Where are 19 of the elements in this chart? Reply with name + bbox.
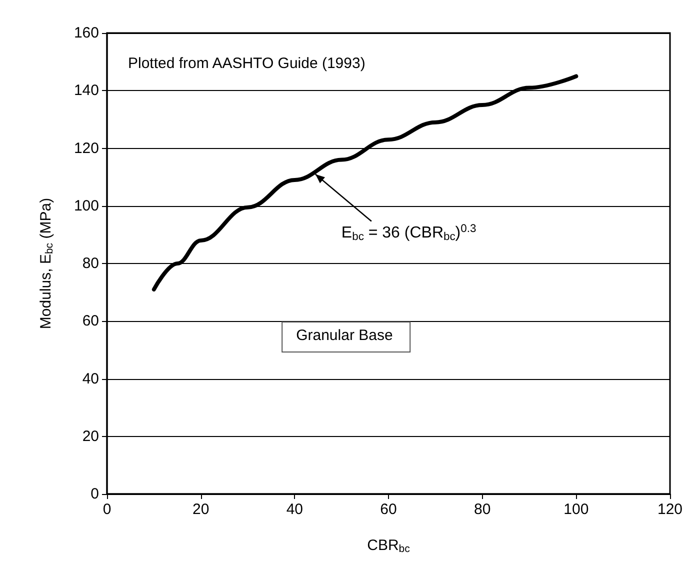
x-tick-label: 120 — [657, 501, 683, 518]
y-tick-label: 0 — [90, 486, 99, 502]
x-tick-label: 40 — [286, 501, 304, 518]
y-tick-label: 40 — [82, 370, 99, 388]
y-tick-label: 160 — [74, 24, 99, 42]
x-tick-label: 80 — [474, 501, 491, 518]
y-tick-label: 100 — [74, 197, 99, 214]
annotation: Plotted from AASHTO Guide (1993) — [128, 55, 366, 72]
y-tick-label: 120 — [74, 140, 99, 157]
x-tick-label: 100 — [564, 501, 589, 518]
annotation: Granular Base — [296, 327, 393, 344]
x-tick-label: 20 — [192, 501, 210, 518]
y-tick-label: 20 — [82, 428, 99, 445]
y-tick-label: 60 — [82, 312, 99, 330]
x-tick-label: 0 — [102, 501, 112, 518]
y-axis-title: Modulus, Ebc (MPa) — [37, 198, 56, 330]
y-tick-label: 140 — [74, 82, 99, 100]
y-tick-label: 80 — [82, 255, 99, 272]
x-tick-label: 60 — [380, 501, 397, 518]
